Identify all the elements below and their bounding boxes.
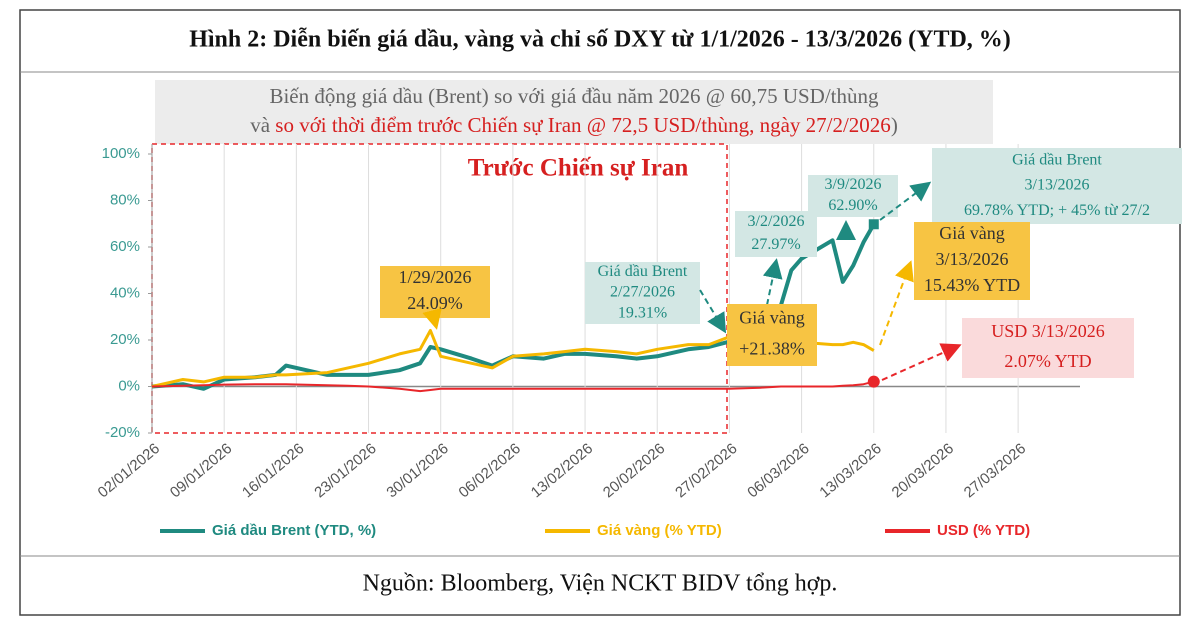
annotation-arrow [879, 181, 932, 221]
annotation-text: 3/9/2026 [825, 176, 882, 193]
annotation-text: 2.07% YTD [1004, 351, 1091, 371]
annotation-arrow [762, 258, 783, 306]
x-tick-label: 13/03/2026 [816, 440, 884, 501]
subtitle: và so với thời điểm trước Chiến sự Iran … [250, 113, 898, 137]
annotation: Giá vàng +21.38% [727, 304, 817, 366]
y-tick-label: 60% [110, 238, 140, 255]
annotation-text: 15.43% YTD [924, 275, 1020, 295]
subtitle-part: so với thời điểm trước Chiến sự Iran @ 7… [275, 113, 891, 137]
annotation: USD 3/13/2026 2.07% YTD [881, 318, 1134, 381]
series-line [151, 223, 876, 391]
subtitle: Biến động giá dầu (Brent) so với giá đầu… [269, 84, 879, 108]
annotation-arrow [699, 289, 727, 334]
x-tick-label: 06/03/2026 [744, 440, 812, 501]
annotation: 1/29/2026 24.09% [380, 266, 490, 330]
annotation-text: 62.90% [828, 197, 877, 214]
x-tick-label: 20/02/2026 [600, 440, 668, 501]
x-tick-label: 20/03/2026 [889, 440, 957, 501]
annotation-text: 3/2/2026 [748, 213, 805, 230]
annotation-arrow [879, 260, 914, 346]
annotation-text: 27.97% [751, 236, 800, 253]
x-tick-label: 09/01/2026 [167, 440, 235, 501]
frame [19, 9, 1181, 616]
annotation-box [962, 318, 1134, 378]
y-tick-label: 40% [110, 284, 140, 301]
region-label: Trước Chiến sự Iran [468, 155, 689, 182]
subtitle-part: ) [891, 113, 898, 137]
annotation-text: Giá vàng [739, 308, 804, 328]
annotation: 3/9/2026 62.90% [808, 175, 898, 240]
annotation-text: 1/29/2026 [398, 267, 471, 287]
annotation-text: 24.09% [407, 293, 463, 313]
x-tick-label: 06/02/2026 [456, 440, 524, 501]
chart-title: Hình 2: Diễn biến giá dầu, vàng và chỉ s… [189, 27, 1011, 53]
annotation-arrow [422, 308, 442, 330]
source: Nguồn: Bloomberg, Viện NCKT BIDV tổng hợ… [363, 571, 838, 597]
annotation-text: Giá dầu Brent [1012, 151, 1102, 168]
legend-label: Giá dầu Brent (YTD, %) [212, 522, 376, 539]
annotation-text: 2/27/2026 [610, 284, 675, 301]
annotation-box [735, 211, 817, 257]
annotation-box [914, 222, 1030, 300]
legend-label: Giá vàng (% YTD) [597, 522, 722, 539]
annotation-box [808, 175, 898, 217]
annotation-text: 19.31% [618, 304, 667, 321]
annotation-text: +21.38% [739, 339, 805, 359]
y-tick-label: -20% [105, 424, 140, 441]
annotation-text: 3/13/2026 [1025, 177, 1090, 194]
annotation: Giá vàng 3/13/2026 15.43% YTD [879, 222, 1030, 346]
y-tick-label: 100% [102, 145, 140, 162]
y-tick-label: 80% [110, 191, 140, 208]
annotation-text: Giá vàng [939, 223, 1004, 243]
x-tick-label: 27/03/2026 [961, 440, 1029, 501]
x-tick-label: 23/01/2026 [311, 440, 379, 501]
annotation-text: 3/13/2026 [935, 249, 1008, 269]
subtitle-box [155, 80, 993, 144]
x-tick-label: 30/01/2026 [383, 440, 451, 501]
end-marker [867, 375, 880, 388]
annotation: 3/2/2026 27.97% [735, 211, 817, 306]
annotation-arrow [881, 343, 962, 381]
annotation: Giá dầu Brent 3/13/2026 69.78% YTD; + 45% … [879, 148, 1182, 224]
legend-label: USD (% YTD) [937, 522, 1030, 539]
annotation-box [585, 262, 700, 324]
x-tick-label: 16/01/2026 [239, 440, 307, 501]
x-tick-label: 27/02/2026 [672, 440, 740, 501]
annotation-box [727, 304, 817, 366]
annotation-text: USD 3/13/2026 [991, 321, 1105, 341]
y-tick-label: 0% [118, 377, 140, 394]
annotation: Giá dầu Brent 2/27/2026 19.31% [585, 262, 727, 334]
annotation-text: Giá dầu Brent [598, 263, 688, 280]
y-tick-label: 20% [110, 331, 140, 348]
annotation-box [932, 148, 1182, 224]
series-line [151, 380, 875, 393]
subtitle-part: và [250, 113, 271, 137]
x-tick-label: 13/02/2026 [528, 440, 596, 501]
annotation-text: 69.78% YTD; + 45% từ 27/2 [964, 202, 1150, 219]
end-marker [868, 219, 879, 230]
x-tick-label: 02/01/2026 [95, 440, 163, 501]
